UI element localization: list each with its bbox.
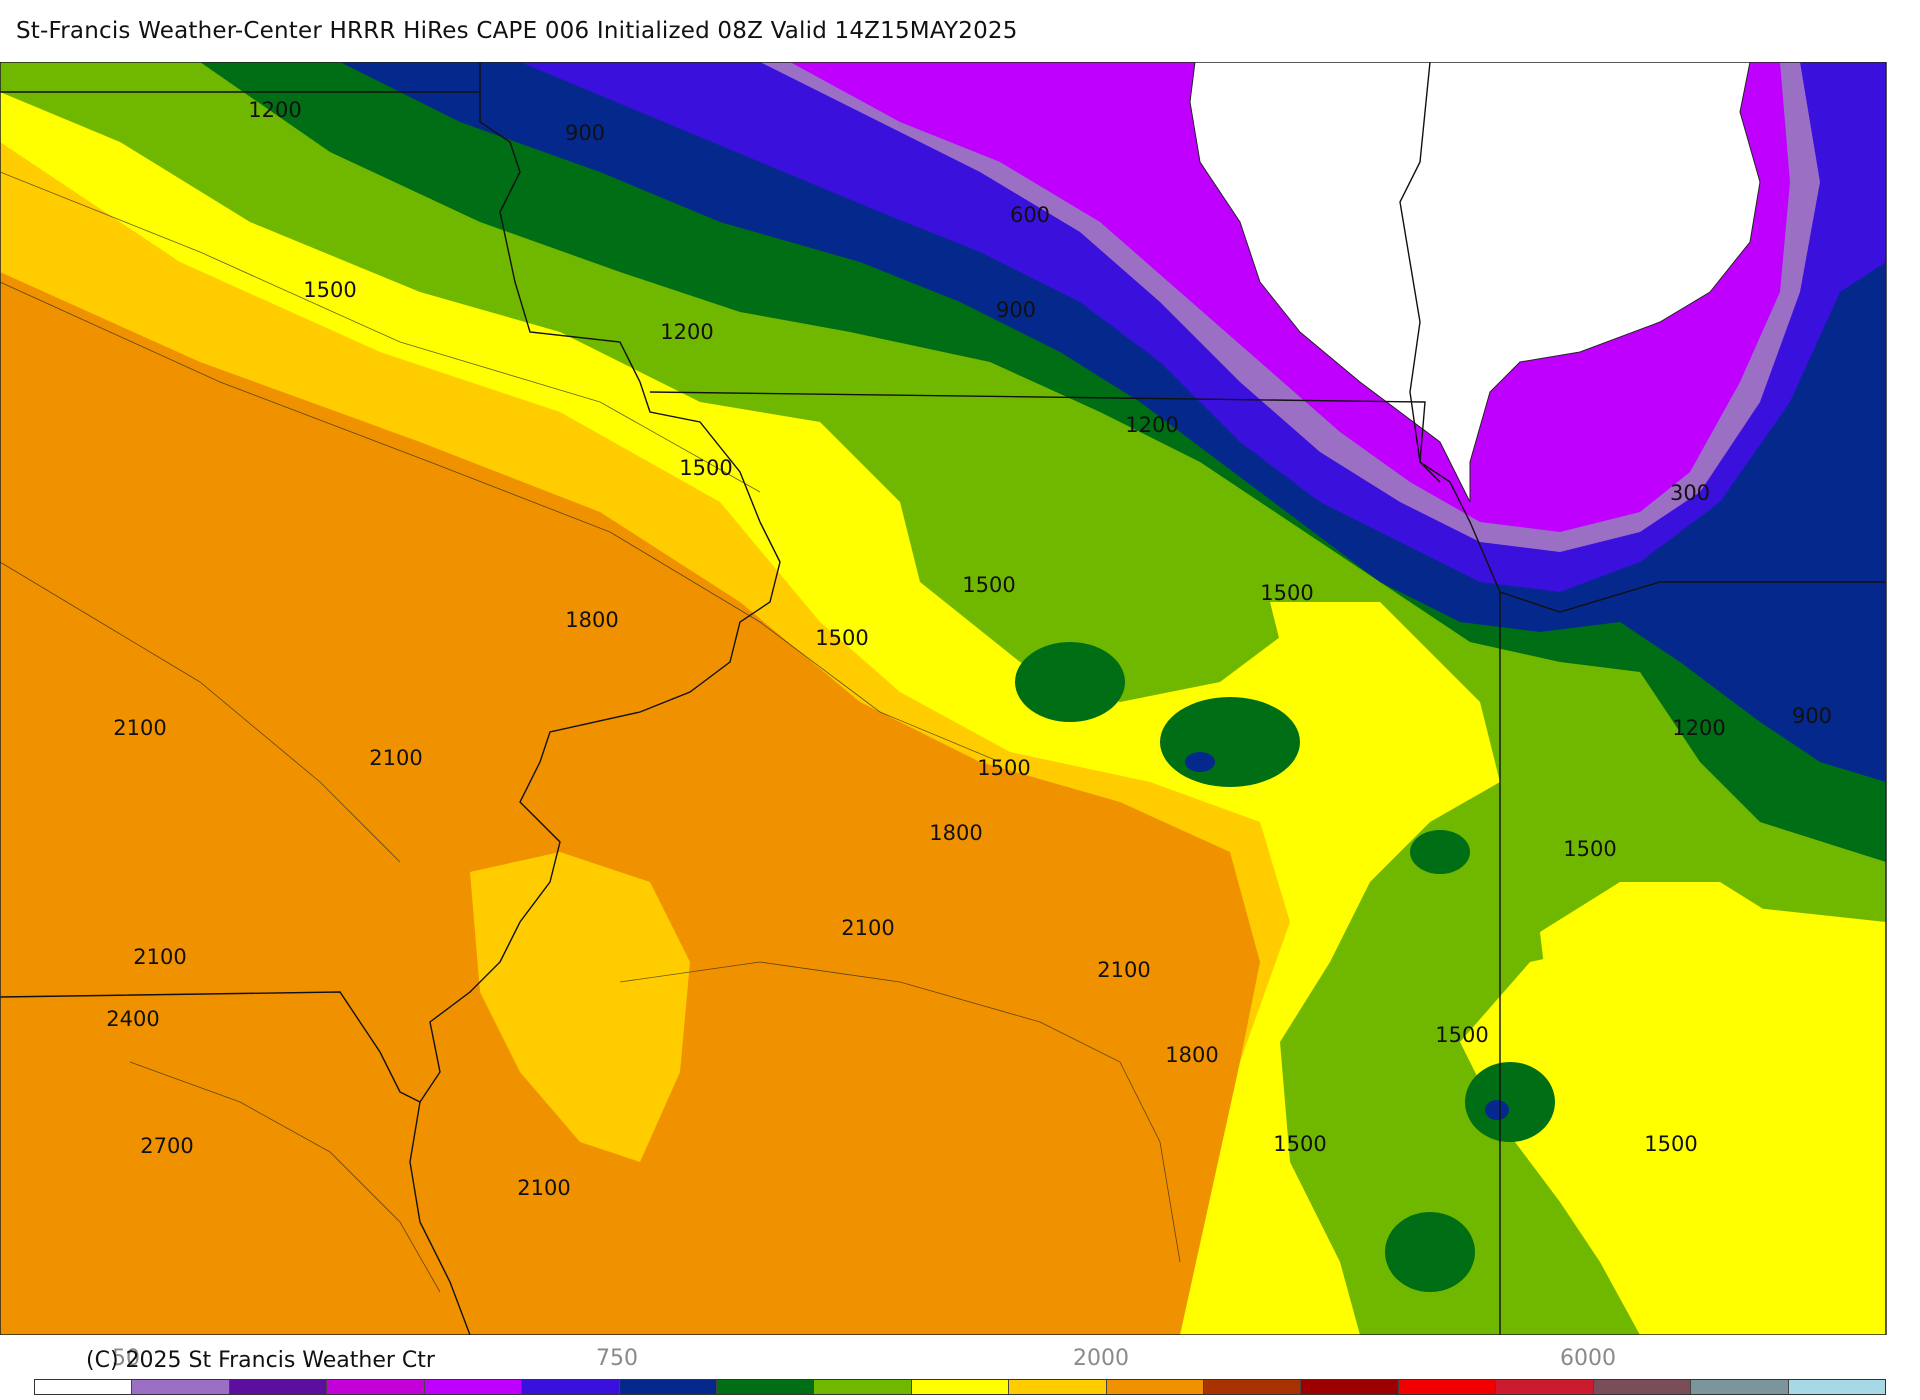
contour-label: 2400 — [106, 1007, 159, 1031]
contour-label: 900 — [565, 121, 605, 145]
colorbar-label-2000: 2000 — [1073, 1346, 1129, 1371]
contour-label: 2100 — [113, 716, 166, 740]
contour-label: 2700 — [140, 1134, 193, 1158]
colorbar-swatch-4 — [424, 1380, 523, 1394]
contour-label: 1500 — [815, 626, 868, 650]
contour-label: 1500 — [962, 573, 1015, 597]
lake-michigan — [1189, 62, 1761, 503]
contour-label: 2100 — [517, 1176, 570, 1200]
cape-colorbar — [34, 1379, 1886, 1395]
cape-blob-dark-green-2 — [1160, 697, 1300, 787]
colorbar-swatch-5 — [522, 1380, 620, 1394]
contour-lines — [0, 171, 1181, 1293]
contour-label: 1800 — [565, 608, 618, 632]
colorbar-swatch-9 — [911, 1380, 1010, 1394]
colorbar-swatch-6 — [619, 1380, 717, 1394]
contour-label: 1200 — [1672, 716, 1725, 740]
cape-blob-dark-green-5 — [1385, 1212, 1475, 1292]
colorbar-swatch-14 — [1398, 1380, 1497, 1394]
contour-label: 1500 — [1435, 1023, 1488, 1047]
colorbar-label-6000: 6000 — [1560, 1346, 1616, 1371]
contour-label: 2100 — [841, 916, 894, 940]
colorbar-swatch-18 — [1788, 1380, 1886, 1394]
contour-label: 1200 — [660, 320, 713, 344]
contour-label: 1500 — [1563, 837, 1616, 861]
colorbar-swatch-13 — [1301, 1380, 1399, 1394]
contour-label: 1500 — [1644, 1132, 1697, 1156]
map-title: St-Francis Weather-Center HRRR HiRes CAP… — [16, 18, 1018, 44]
contour-label: 1500 — [1260, 581, 1313, 605]
colorbar-swatch-10 — [1009, 1380, 1107, 1394]
contour-label: 2100 — [133, 945, 186, 969]
cape-map-svg: 1200 900 1500 1200 600 900 1500 1200 300 1800 1500… — [0, 62, 1920, 1335]
colorbar-swatch-0 — [35, 1380, 133, 1394]
copyright-credit: (C) 2025 St Francis Weather Ctr — [86, 1348, 435, 1373]
colorbar-swatch-8 — [814, 1380, 912, 1394]
colorbar-swatch-1 — [132, 1380, 230, 1394]
contour-label: 1500 — [1273, 1132, 1326, 1156]
contour-label: 1500 — [679, 456, 732, 480]
cape-blob-dark-green-1 — [1015, 642, 1125, 722]
contour-label: 1500 — [977, 756, 1030, 780]
colorbar-label-750: 750 — [596, 1346, 638, 1371]
cape-blob-dark-green-4 — [1410, 830, 1470, 874]
cape-blob-dark-green-3 — [1465, 1062, 1555, 1142]
colorbar-swatch-2 — [229, 1380, 328, 1394]
contour-label: 900 — [1792, 704, 1832, 728]
contour-label: 300 — [1670, 481, 1710, 505]
contour-labels: 1200 900 1500 1200 600 900 1500 1200 300 1800 1500… — [106, 98, 1832, 1200]
contour-label: 600 — [1010, 203, 1050, 227]
colorbar-swatch-12 — [1204, 1380, 1302, 1394]
cape-map: 1200 900 1500 1200 600 900 1500 1200 300 1800 1500… — [0, 62, 1920, 1335]
colorbar-swatch-7 — [716, 1380, 815, 1394]
colorbar-swatch-11 — [1106, 1380, 1205, 1394]
cape-zone-gold-inner — [470, 852, 690, 1162]
colorbar-swatch-16 — [1593, 1380, 1692, 1394]
colorbar-label-50: 50 — [112, 1346, 140, 1371]
state-borders — [0, 62, 1886, 1335]
contour-label: 2100 — [1097, 958, 1150, 982]
contour-label: 1800 — [1165, 1043, 1218, 1067]
cape-zone-yellow-east-2 — [1270, 602, 1440, 722]
contour-label: 1800 — [929, 821, 982, 845]
contour-label: 1200 — [1125, 413, 1178, 437]
contour-label: 2100 — [369, 746, 422, 770]
contour-label: 1500 — [303, 278, 356, 302]
contour-label: 900 — [996, 298, 1036, 322]
colorbar-swatch-17 — [1691, 1380, 1789, 1394]
colorbar-swatch-3 — [327, 1380, 425, 1394]
contour-label: 1200 — [248, 98, 301, 122]
cape-blob-navy-1 — [1185, 752, 1215, 772]
colorbar-swatch-15 — [1496, 1380, 1594, 1394]
cape-zone-yellow-east — [1540, 882, 1886, 1302]
cape-blob-navy-2 — [1485, 1100, 1509, 1120]
